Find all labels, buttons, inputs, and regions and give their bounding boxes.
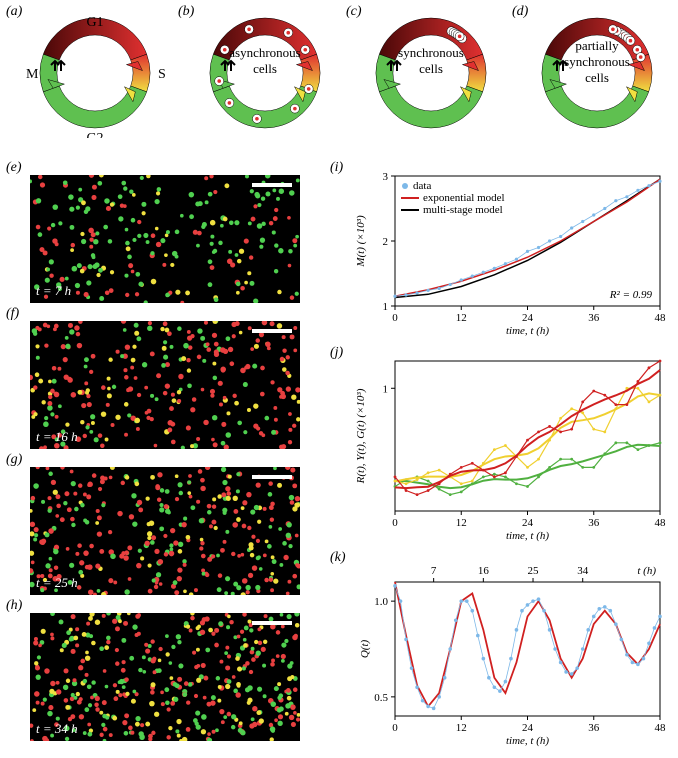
cycle-d-label: partially synchronous cells: [542, 38, 652, 86]
svg-text:12: 12: [456, 517, 467, 529]
micrograph-f: t = 16 h: [30, 321, 300, 449]
svg-text:12: 12: [456, 312, 467, 324]
svg-text:M: M: [26, 67, 39, 82]
figure-container: (a) (b) (c) (d) G1SG2M asynchronous cell…: [0, 0, 678, 758]
svg-text:R² = 0.99: R² = 0.99: [609, 289, 653, 301]
micrograph-e: t = 7 h: [30, 175, 300, 303]
scalebar-f: [252, 329, 292, 333]
label-g: (g): [6, 452, 22, 468]
svg-text:7: 7: [431, 565, 437, 577]
chart-j: 0 12 24 36 48 1 time, t (h) R(t), Y(t), G(t) (×…: [350, 353, 670, 543]
svg-text:1.0: 1.0: [374, 596, 388, 608]
svg-text:36: 36: [588, 312, 600, 324]
cycle-b-label: asynchronous cells: [210, 45, 320, 77]
svg-text:R(t), Y(t), G(t) (×10³): R(t), Y(t), G(t) (×10³): [355, 388, 367, 484]
label-h: (h): [6, 598, 22, 614]
scalebar-h: [252, 621, 292, 625]
svg-text:G2: G2: [86, 131, 103, 138]
chart-i: 012243648123time, t (h)M(t) (×10³)dataex…: [350, 168, 670, 338]
svg-text:M(t) (×10³): M(t) (×10³): [355, 215, 367, 268]
svg-text:3: 3: [383, 171, 389, 183]
svg-text:1: 1: [383, 301, 389, 313]
svg-text:S: S: [158, 67, 166, 82]
svg-text:48: 48: [655, 517, 667, 529]
scalebar-g: [252, 475, 292, 479]
cycle-c-label: synchronous cells: [376, 45, 486, 77]
label-e: (e): [6, 160, 22, 176]
micrograph-g: t = 25 h: [30, 467, 300, 595]
svg-text:exponential model: exponential model: [423, 192, 505, 204]
label-f: (f): [6, 306, 19, 322]
svg-text:0.5: 0.5: [374, 692, 388, 704]
label-i: (i): [330, 160, 343, 176]
micro-e-t: t = 7 h: [36, 283, 71, 299]
micrograph-h: t = 34 h: [30, 613, 300, 741]
label-j: (j): [330, 345, 343, 361]
label-k: (k): [330, 550, 346, 566]
micro-h-t: t = 34 h: [36, 721, 78, 737]
svg-text:t (h): t (h): [637, 565, 656, 577]
svg-text:time, t (h): time, t (h): [506, 325, 549, 337]
scalebar-e: [252, 183, 292, 187]
svg-text:36: 36: [588, 722, 600, 734]
svg-text:0: 0: [392, 722, 398, 734]
svg-text:data: data: [413, 180, 431, 192]
svg-text:48: 48: [655, 722, 667, 734]
svg-text:1: 1: [383, 383, 389, 395]
svg-text:multi-stage model: multi-stage model: [423, 204, 503, 216]
svg-text:2: 2: [383, 236, 389, 248]
svg-text:0: 0: [392, 517, 398, 529]
svg-text:time, t (h): time, t (h): [506, 530, 549, 542]
svg-text:36: 36: [588, 517, 600, 529]
cycle-a: G1 S G2 M: [20, 8, 170, 138]
svg-text:time, t (h): time, t (h): [506, 735, 549, 747]
micro-f-t: t = 16 h: [36, 429, 78, 445]
svg-text:Q(t): Q(t): [359, 640, 371, 659]
svg-text:24: 24: [522, 722, 534, 734]
chart-k: 0 12 24 36 48 0.5 1.0 7 16 25 34 t (h) time, t (h) Q(…: [350, 558, 670, 748]
svg-text:12: 12: [456, 722, 467, 734]
svg-text:16: 16: [478, 565, 490, 577]
svg-text:24: 24: [522, 517, 534, 529]
micro-g-t: t = 25 h: [36, 575, 78, 591]
svg-text:48: 48: [655, 312, 667, 324]
svg-text:25: 25: [528, 565, 540, 577]
svg-text:34: 34: [577, 565, 589, 577]
svg-text:24: 24: [522, 312, 534, 324]
svg-text:G1: G1: [86, 15, 103, 30]
svg-text:0: 0: [392, 312, 398, 324]
